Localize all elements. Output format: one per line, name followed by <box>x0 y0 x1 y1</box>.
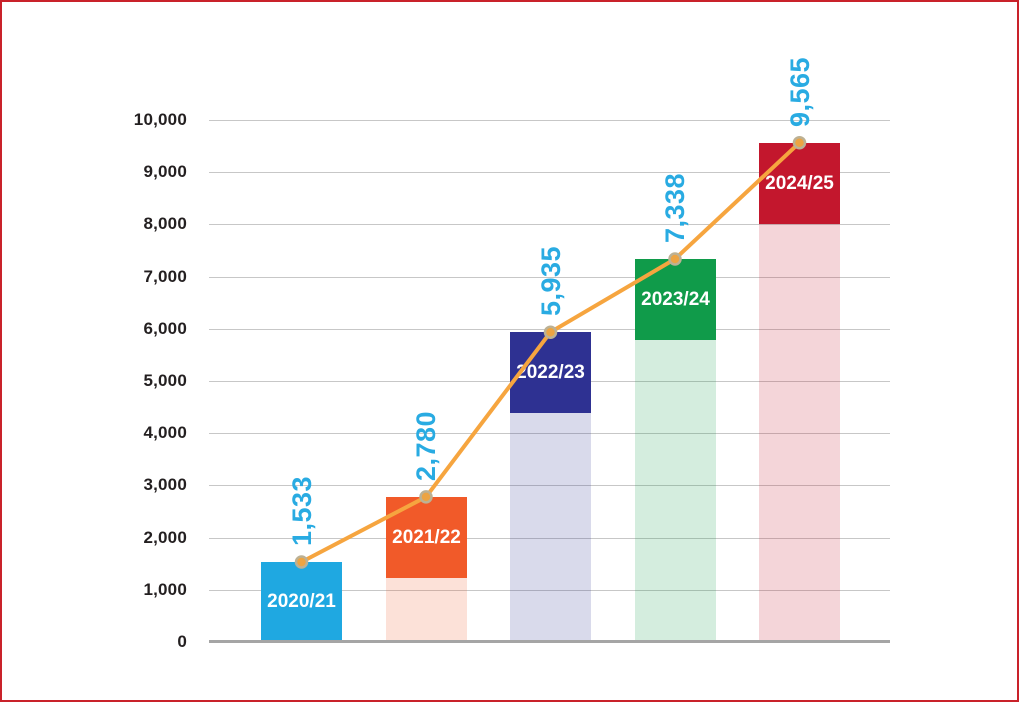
y-axis-tick-label: 6,000 <box>143 319 187 338</box>
y-axis-tick-label: 9,000 <box>143 162 187 181</box>
y-axis-tick-label: 1,000 <box>143 580 187 599</box>
x-axis-line <box>209 640 890 643</box>
y-axis-tick-label: 2,000 <box>143 528 187 547</box>
y-axis-tick-label: 8,000 <box>143 214 187 233</box>
bar-value-label: 7,338 <box>660 172 690 243</box>
bar-value-label: 9,565 <box>784 56 815 127</box>
y-axis-tick-label: 7,000 <box>143 267 187 286</box>
bar-year-label: 2023/24 <box>641 288 710 310</box>
bar-solid-segment: 2021/22 <box>386 497 467 578</box>
bar-value-label: 5,935 <box>535 246 566 317</box>
y-axis-tick-label: 5,000 <box>143 371 187 390</box>
y-axis-tick-label: 3,000 <box>143 475 187 494</box>
bar-year-label: 2021/22 <box>392 526 461 548</box>
bar-value-label: 1,533 <box>286 475 317 546</box>
gridline <box>209 590 890 591</box>
y-axis-tick-label: 10,000 <box>133 110 187 129</box>
bar-solid-segment: 2020/21 <box>261 562 342 642</box>
y-axis-tick-label: 4,000 <box>143 423 187 442</box>
bar-solid-segment: 2022/23 <box>510 332 591 413</box>
bar-year-label: 2020/21 <box>267 591 336 612</box>
y-axis-tick-label: 0 <box>177 632 187 651</box>
bar-year-label: 2024/25 <box>765 172 834 194</box>
bar-year-label: 2022/23 <box>516 361 585 383</box>
bar-solid-segment: 2023/24 <box>635 259 716 340</box>
bar-solid-segment: 2024/25 <box>759 143 840 224</box>
gridline <box>209 120 890 121</box>
bar-value-label: 2,780 <box>411 410 441 481</box>
